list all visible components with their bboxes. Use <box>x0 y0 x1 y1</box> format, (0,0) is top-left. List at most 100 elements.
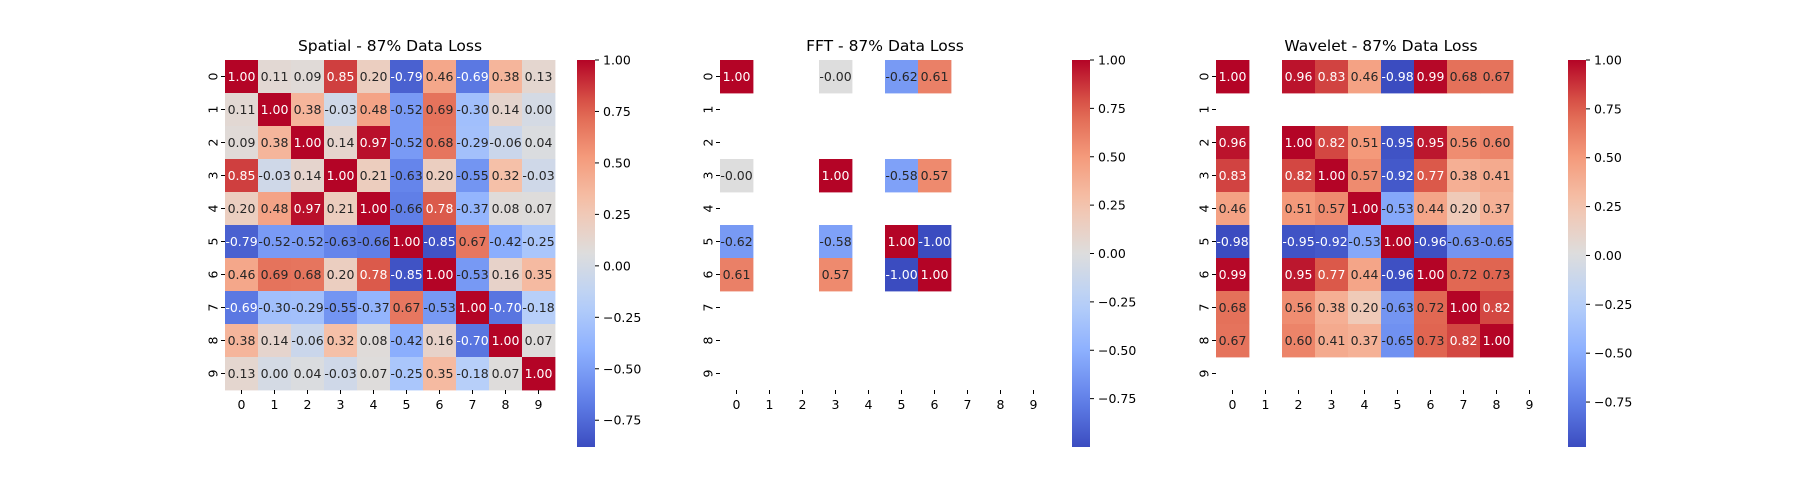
cell-value-label: 0.20 <box>426 168 454 183</box>
y-tick-label: 1 <box>1197 106 1212 114</box>
cell-value-label: 0.57 <box>822 267 850 282</box>
y-tick-label: 0 <box>701 72 716 80</box>
x-tick-label: 1 <box>1262 397 1270 412</box>
heatmap-cell <box>489 225 523 259</box>
cell-value-label: -0.53 <box>1348 234 1380 249</box>
colorbar-tick-label: 0.50 <box>1098 149 1126 164</box>
heatmap-cell <box>456 357 490 391</box>
x-tick-label: 0 <box>1229 397 1237 412</box>
heatmap-cell <box>456 93 490 127</box>
x-tick-label: 6 <box>436 397 444 412</box>
heatmap-cell <box>1414 324 1448 358</box>
cell-value-label: 0.97 <box>360 135 388 150</box>
cell-value-label: 0.60 <box>1483 135 1511 150</box>
y-tick-label: 4 <box>206 204 221 212</box>
x-tick-label: 5 <box>1394 397 1402 412</box>
y-tick-label: 6 <box>1197 270 1212 278</box>
chart-title: Spatial - 87% Data Loss <box>298 37 482 55</box>
cell-value-label: 0.04 <box>294 366 322 381</box>
cell-value-label: 1.00 <box>1450 300 1478 315</box>
heatmap-cell <box>390 192 424 226</box>
cell-value-label: 0.68 <box>1450 69 1478 84</box>
colorbar-tick-label: 1.00 <box>1594 53 1622 68</box>
cell-value-label: 0.20 <box>1450 201 1478 216</box>
heatmap-cell <box>1447 225 1481 259</box>
heatmap-cell <box>357 291 391 325</box>
heatmap-cell <box>357 159 391 193</box>
heatmap-cell <box>456 225 490 259</box>
cell-value-label: 0.37 <box>1483 201 1511 216</box>
heatmap-cell <box>1216 192 1250 226</box>
heatmap-cell <box>489 258 523 292</box>
cell-value-label: -0.53 <box>456 267 488 282</box>
heatmap-cell <box>357 93 391 127</box>
heatmap-cell <box>324 93 358 127</box>
heatmap-cell <box>357 324 391 358</box>
colorbar-tick-label: 0.50 <box>1594 150 1622 165</box>
heatmap-cell <box>1480 60 1514 94</box>
cell-value-label: 0.20 <box>1351 300 1379 315</box>
cell-value-label: 0.32 <box>492 168 520 183</box>
heatmap-cell <box>291 225 325 259</box>
cell-value-label: -0.29 <box>456 135 488 150</box>
cell-value-label: -0.79 <box>225 234 257 249</box>
cell-value-label: -1.00 <box>885 267 917 282</box>
heatmap-cell <box>1282 60 1316 94</box>
heatmap-cell <box>918 225 952 259</box>
cell-value-label: -0.85 <box>423 234 455 249</box>
heatmap-cell <box>1447 291 1481 325</box>
cell-value-label: 0.60 <box>1285 333 1313 348</box>
y-tick-label: 3 <box>206 172 221 180</box>
cell-value-label: 0.08 <box>360 333 388 348</box>
heatmap-cell <box>258 258 292 292</box>
heatmap-cell <box>456 291 490 325</box>
heatmap-cell <box>1282 159 1316 193</box>
cell-value-label: 0.20 <box>360 69 388 84</box>
y-tick-label: 3 <box>701 172 716 180</box>
chart-title: Wavelet - 87% Data Loss <box>1284 37 1477 55</box>
y-tick-label: 0 <box>1197 72 1212 80</box>
cell-value-label: 0.78 <box>426 201 454 216</box>
heatmap-cell <box>1216 159 1250 193</box>
cell-value-label: 0.61 <box>723 267 751 282</box>
heatmap-cell <box>423 225 457 259</box>
heatmap-cell <box>324 192 358 226</box>
colorbar-tick-label: −0.75 <box>1098 391 1136 406</box>
heatmap-cell <box>1315 126 1349 160</box>
heatmap-cell <box>423 258 457 292</box>
heatmap-cell <box>489 357 523 391</box>
heatmap-cell <box>423 324 457 358</box>
cell-value-label: 1.00 <box>822 168 850 183</box>
cell-value-label: -0.63 <box>390 168 422 183</box>
heatmap-cell <box>918 60 952 94</box>
cell-value-label: -0.95 <box>1381 135 1413 150</box>
cell-value-label: 0.14 <box>492 102 520 117</box>
cell-value-label: 0.73 <box>1483 267 1511 282</box>
cell-value-label: -0.52 <box>390 102 422 117</box>
x-tick-label: 9 <box>535 397 543 412</box>
cell-value-label: 1.00 <box>1417 267 1445 282</box>
cell-value-label: 0.35 <box>426 366 454 381</box>
cell-value-label: 0.72 <box>1417 300 1445 315</box>
cell-value-label: -1.00 <box>918 234 950 249</box>
heatmap-cell <box>1381 324 1415 358</box>
colorbar-tick-label: −0.50 <box>1594 346 1632 361</box>
cell-value-label: 0.78 <box>360 267 388 282</box>
x-tick-label: 2 <box>304 397 312 412</box>
heatmap-cell <box>357 192 391 226</box>
heatmap-cell <box>390 324 424 358</box>
cell-value-label: -0.92 <box>1381 168 1413 183</box>
y-tick-label: 5 <box>701 238 716 246</box>
cell-value-label: 0.48 <box>360 102 388 117</box>
heatmap-cell <box>885 225 919 259</box>
heatmap-cell <box>522 126 556 160</box>
heatmap-cell <box>225 258 259 292</box>
cell-value-label: 0.38 <box>1450 168 1478 183</box>
y-tick-label: 7 <box>1197 304 1212 312</box>
heatmap-cell <box>1216 126 1250 160</box>
cell-value-label: 0.83 <box>1318 69 1346 84</box>
heatmap-cell <box>1447 126 1481 160</box>
cell-value-label: 0.38 <box>492 69 520 84</box>
cell-value-label: -0.69 <box>456 69 488 84</box>
heatmap-cell <box>1480 291 1514 325</box>
